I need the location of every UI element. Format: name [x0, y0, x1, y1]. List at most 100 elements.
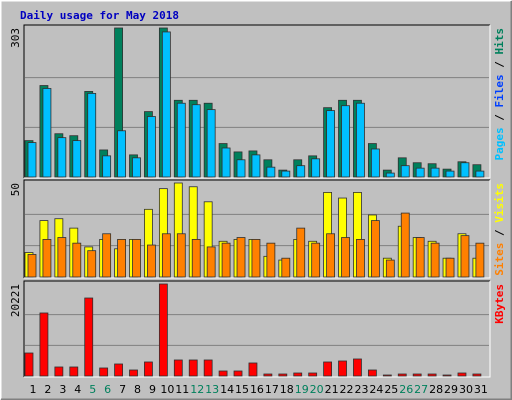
bar	[158, 283, 168, 377]
bar	[457, 372, 467, 377]
bar	[99, 367, 109, 377]
x-tick-label: 30	[459, 383, 473, 396]
x-tick-label: 23	[354, 383, 368, 396]
bar	[326, 233, 336, 278]
x-tick-label: 16	[250, 383, 264, 396]
bar	[397, 373, 407, 377]
bar	[39, 312, 49, 377]
bar	[87, 93, 97, 178]
bar	[236, 237, 246, 278]
bar	[442, 374, 452, 377]
x-tick-label: 15	[235, 383, 249, 396]
bar	[353, 358, 362, 377]
bar	[87, 250, 97, 278]
bar	[400, 212, 410, 278]
x-tick-label: 24	[369, 383, 383, 396]
bar	[323, 361, 333, 377]
bar	[311, 158, 321, 178]
bar	[263, 373, 273, 377]
bar	[341, 237, 350, 278]
bar	[24, 352, 34, 377]
bar	[281, 257, 291, 278]
bar	[54, 366, 64, 377]
bar	[42, 238, 52, 278]
panel-border	[24, 180, 491, 279]
x-tick-label: 29	[444, 383, 458, 396]
bar	[161, 31, 171, 178]
bar	[176, 102, 186, 178]
bar	[356, 102, 365, 178]
bar	[117, 238, 126, 278]
bar	[132, 157, 141, 178]
x-tick-label: 20	[310, 383, 324, 396]
x-tick-label: 7	[119, 383, 126, 396]
bar	[445, 170, 455, 178]
bar	[57, 237, 67, 278]
legend-entry: Hits	[493, 28, 506, 55]
bar	[385, 259, 395, 278]
x-tick-label: 31	[474, 383, 488, 396]
x-tick-label: 28	[429, 383, 443, 396]
bar	[236, 159, 246, 178]
x-tick-label: 4	[74, 383, 81, 396]
bar	[472, 373, 482, 377]
bar	[296, 165, 306, 178]
panel	[24, 281, 490, 377]
x-tick-label: 10	[160, 383, 174, 396]
bar	[382, 374, 392, 377]
bar	[102, 233, 112, 278]
bar	[206, 246, 216, 278]
x-tick-label: 25	[384, 383, 398, 396]
y-tick-label: 50	[9, 183, 22, 196]
x-tick-label: 27	[414, 383, 428, 396]
bar	[129, 369, 138, 377]
x-tick-label: 18	[280, 383, 294, 396]
x-tick-label: 6	[104, 383, 111, 396]
x-tick-label: 8	[134, 383, 141, 396]
bar	[144, 361, 153, 377]
bar	[266, 242, 276, 278]
bar	[460, 235, 470, 278]
bar	[57, 137, 67, 178]
bar	[370, 148, 380, 178]
x-tick-label: 13	[205, 383, 219, 396]
legend: KBytes	[493, 284, 506, 324]
bar	[147, 244, 156, 278]
bar	[203, 359, 213, 377]
y-tick-label: 303	[9, 28, 22, 48]
legend-entry: Files	[493, 74, 506, 107]
x-tick-label: 22	[340, 383, 354, 396]
panel-border	[24, 281, 491, 378]
bar	[176, 233, 186, 278]
x-tick-label: 5	[89, 383, 96, 396]
bar	[117, 130, 126, 178]
bar	[430, 242, 440, 278]
panel-border	[23, 179, 490, 278]
bar	[191, 104, 201, 178]
bar	[114, 363, 123, 377]
bar	[341, 105, 350, 178]
bar	[132, 238, 141, 278]
legend: Sites / Visits	[493, 183, 506, 276]
bar	[415, 237, 425, 278]
bar	[415, 167, 425, 178]
bar	[278, 373, 288, 377]
bar	[445, 257, 455, 278]
bar	[191, 238, 201, 278]
bar	[367, 369, 377, 377]
bar	[308, 372, 318, 377]
bar	[84, 297, 94, 377]
legend-separator: /	[493, 223, 506, 243]
panel-border	[24, 25, 491, 179]
bar	[356, 238, 365, 278]
legend-separator: /	[493, 108, 506, 128]
x-tick-label: 21	[325, 383, 339, 396]
legend-separator: /	[493, 55, 506, 75]
x-tick-label: 19	[295, 383, 309, 396]
legend-entry: Pages	[493, 127, 506, 160]
x-tick-label: 26	[399, 383, 413, 396]
x-tick-label: 9	[149, 383, 156, 396]
bar	[311, 242, 321, 278]
